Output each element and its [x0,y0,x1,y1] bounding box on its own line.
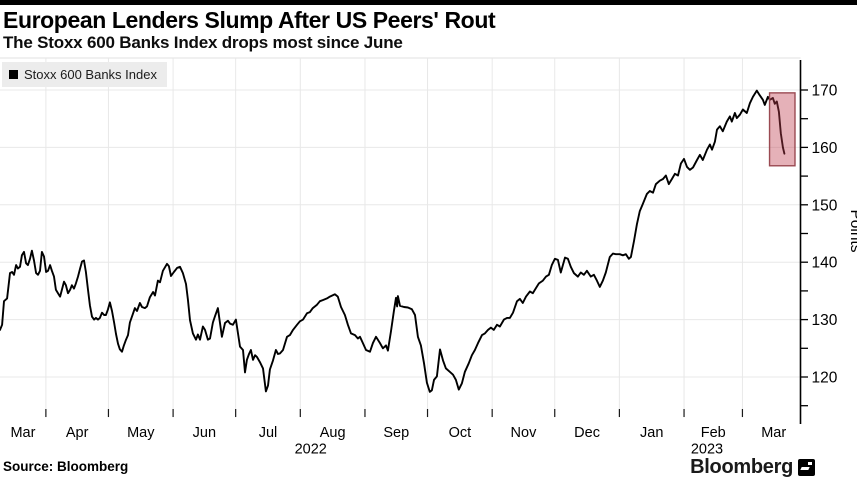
source-note: Source: Bloomberg [3,459,129,474]
bloomberg-terminal-glyph-icon [798,459,815,476]
bloomberg-wordmark: Bloomberg [690,456,793,478]
y-tick-label: 120 [812,370,838,387]
x-month-label: Jul [259,425,278,441]
x-month-label: Feb [701,425,726,441]
x-year-label: 2023 [691,442,723,458]
x-month-label: Dec [574,425,600,441]
x-year-label: 2022 [295,442,327,458]
x-month-label: Nov [511,425,538,441]
y-tick-label: 140 [812,255,838,272]
y-tick-label: 160 [812,140,838,157]
y-tick-label: 130 [812,312,838,329]
series-swatch-icon [9,70,18,79]
index-line [0,89,786,393]
chart-legend: Stoxx 600 Banks Index [2,62,167,87]
x-month-label: Mar [10,425,35,441]
y-axis-title: Points [847,209,857,252]
x-month-label: Oct [449,425,472,441]
top-black-bar [0,0,857,5]
legend-series-label: Stoxx 600 Banks Index [24,67,157,82]
bloomberg-logo: Bloomberg [690,456,815,479]
x-month-label: Jun [193,425,216,441]
x-month-label: May [127,425,155,441]
x-month-label: Jan [640,425,663,441]
y-tick-label: 170 [812,83,838,100]
page-title: European Lenders Slump After US Peers' R… [3,7,496,33]
x-month-label: Aug [320,425,346,441]
page-subtitle: The Stoxx 600 Banks Index drops most sin… [3,33,403,52]
x-month-label: Apr [66,425,89,441]
y-tick-label: 150 [812,197,838,214]
x-month-label: Mar [761,425,786,441]
highlight-box [768,92,796,167]
x-month-label: Sep [383,425,409,441]
